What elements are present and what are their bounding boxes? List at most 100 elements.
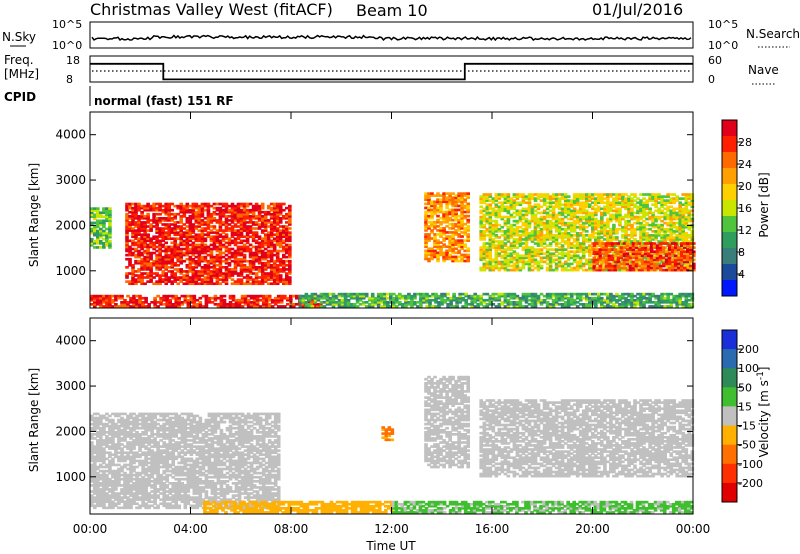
power-cell: [278, 233, 283, 237]
power-cell: [612, 201, 616, 205]
power-cell: [167, 223, 172, 226]
power-cell: [554, 248, 559, 251]
power-cell: [140, 278, 144, 281]
power-cell: [138, 303, 142, 306]
power-cell: [304, 292, 309, 296]
power-cell: [215, 274, 220, 277]
power-cell: [530, 217, 535, 221]
power-cell: [479, 236, 484, 239]
power-cell: [500, 254, 505, 258]
power-cell: [242, 210, 247, 214]
power-cell: [527, 268, 532, 272]
power-cell: [266, 249, 271, 253]
power-cell: [427, 220, 431, 224]
power-cell: [146, 264, 150, 267]
power-cell: [161, 204, 166, 208]
power-cell: [125, 235, 129, 239]
power-cell: [224, 257, 229, 261]
power-cell: [488, 260, 493, 264]
power-cell: [155, 245, 159, 249]
power-cell: [594, 219, 598, 223]
power-cell: [512, 230, 517, 233]
power-cell: [448, 247, 452, 251]
power-cell: [467, 296, 472, 300]
power-cell: [143, 215, 147, 218]
power-cell: [436, 210, 440, 214]
power-cell: [466, 255, 471, 259]
power-cell: [233, 282, 238, 286]
power-cell: [509, 248, 514, 251]
power-cell: [203, 278, 208, 281]
power-cell: [167, 215, 172, 218]
power-cell: [539, 227, 544, 231]
power-cell: [248, 272, 253, 275]
power-cell: [500, 246, 505, 249]
power-cell: [566, 213, 571, 217]
power-cell: [255, 298, 260, 302]
power-cell: [527, 219, 532, 223]
power-cell: [167, 227, 172, 230]
power-cell: [149, 239, 153, 243]
power-cell: [143, 237, 147, 241]
power-cell: [594, 221, 598, 225]
power-cell: [497, 209, 502, 213]
power-cell: [633, 205, 637, 209]
power-cell: [451, 231, 455, 234]
power-cell: [651, 238, 655, 241]
power-cell: [506, 292, 511, 296]
power-cell: [627, 211, 631, 215]
power-cell: [575, 268, 580, 272]
power-cell: [578, 223, 583, 227]
power-cell: [548, 264, 553, 268]
power-cell: [138, 294, 142, 298]
power-cell: [500, 230, 505, 233]
power-cell: [288, 247, 292, 251]
power-cell: [500, 193, 505, 196]
power-cell: [282, 247, 286, 251]
power-cell: [566, 203, 571, 207]
power-cell: [479, 211, 484, 215]
power-cell: [251, 257, 256, 261]
power-cell: [600, 305, 604, 308]
power-cell: [355, 296, 360, 300]
power-cell: [197, 278, 202, 281]
power-cell: [252, 294, 257, 298]
power-cell: [239, 259, 244, 263]
power-cell: [349, 292, 354, 296]
power-cell: [542, 294, 547, 298]
power-cell: [642, 193, 646, 196]
power-cell: [364, 301, 369, 304]
power-cell: [482, 215, 487, 219]
power-cell: [524, 248, 529, 251]
power-cell: [663, 305, 668, 308]
power-cell: [512, 292, 517, 296]
power-cell: [585, 217, 589, 221]
power-cell: [639, 203, 643, 207]
power-cell: [131, 247, 135, 251]
power-cell: [212, 225, 217, 228]
power-cell: [512, 250, 517, 254]
power-cell: [630, 213, 634, 217]
power-cell: [506, 209, 511, 213]
power-cell: [485, 203, 490, 207]
power-cell: [463, 245, 468, 249]
power-cell: [155, 241, 159, 245]
power-cell: [427, 225, 431, 228]
power-cell: [146, 204, 150, 208]
power-cell: [260, 206, 265, 210]
power-cell: [597, 221, 601, 225]
nsearch-tick-high: 10^5: [708, 18, 738, 31]
power-cell: [618, 213, 622, 217]
power-cell: [545, 207, 550, 211]
power-cell: [185, 266, 190, 269]
power-cell: [479, 301, 484, 304]
power-cell: [200, 255, 205, 259]
power-cell: [663, 215, 668, 219]
power-cell: [506, 230, 511, 233]
power-cell: [248, 255, 253, 259]
power-cell: [575, 250, 580, 254]
power-cell: [275, 229, 280, 232]
power-cell: [407, 294, 411, 298]
power-cell: [245, 233, 250, 237]
power-cell: [491, 201, 496, 205]
